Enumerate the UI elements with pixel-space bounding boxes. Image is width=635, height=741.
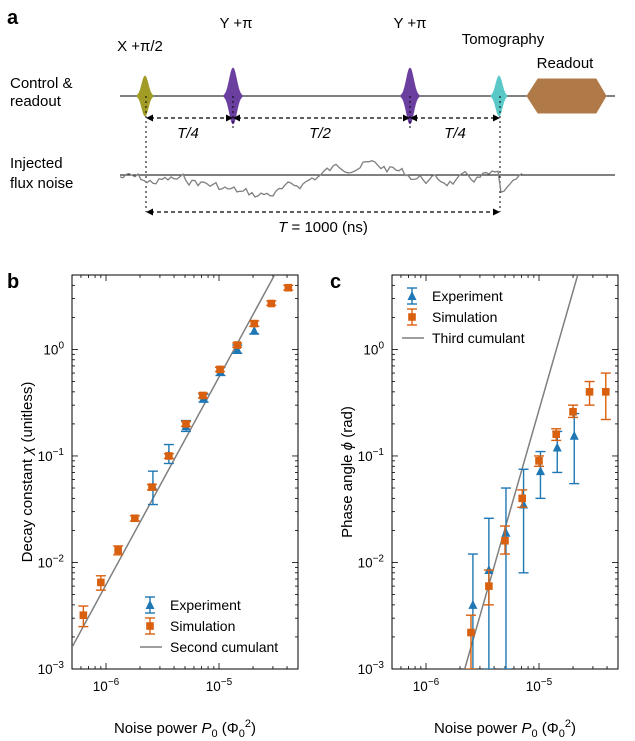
interval-label-2: T/2 — [309, 125, 331, 142]
legend-label: Second cumulant — [170, 639, 278, 655]
panel-label-c: c — [330, 271, 341, 293]
legend-label: Experiment — [432, 288, 503, 304]
legend-simulation-swatch — [146, 622, 154, 630]
plot-area — [463, 275, 611, 669]
simulation-point — [569, 407, 577, 416]
interval-arrows — [150, 117, 496, 213]
y-tick-label: 10−1 — [358, 447, 385, 464]
pulse-y2-label: Y +π — [393, 15, 426, 32]
readout-label: Readout — [537, 55, 595, 72]
experiment-point — [535, 466, 545, 476]
panel-label-a: a — [7, 7, 19, 29]
simulation-point — [131, 514, 139, 523]
simulation-point — [284, 283, 293, 292]
flux-noise-trace — [119, 160, 523, 198]
x-axis-label: Noise power P0 (Φ02) — [114, 718, 256, 740]
experiment-point — [519, 499, 529, 509]
y-tick-label: 10−1 — [38, 447, 65, 464]
y-tick-label: 10−3 — [358, 660, 385, 677]
simulation-point — [233, 341, 242, 349]
noise-label-line2: flux noise — [10, 175, 73, 192]
experiment-point — [468, 599, 478, 609]
simulation-point — [552, 430, 561, 439]
pulse-x-label: X +π/2 — [117, 38, 163, 55]
simulation-point — [216, 365, 224, 374]
experiment-point — [569, 430, 579, 440]
y-tick-label: 10−2 — [358, 553, 385, 570]
x-tick-label: 10−6 — [93, 677, 120, 694]
simulation-point — [79, 611, 88, 619]
panel-label-b: b — [7, 271, 19, 293]
control-label-line1: Control & — [10, 75, 73, 92]
theory-line — [463, 275, 579, 669]
panel-a: a Control & readout Injected flux noise … — [7, 7, 615, 236]
readout-pulse-shape — [526, 78, 607, 114]
arrow-heads — [146, 114, 500, 216]
theory-line — [72, 275, 276, 648]
simulation-point — [518, 494, 527, 503]
plot-area — [72, 275, 294, 648]
simulation-point — [585, 388, 594, 396]
simulation-point — [535, 457, 543, 465]
experiment-point — [552, 442, 562, 452]
simulation-point — [165, 452, 173, 460]
y-tick-label: 100 — [363, 340, 384, 357]
simulation-point — [199, 391, 207, 400]
legend-label: Third cumulant — [432, 330, 525, 346]
y-axis-label: Phase angle ϕ (rad) — [339, 406, 356, 538]
pulse-tomography-shape — [490, 75, 508, 117]
simulation-point — [182, 420, 190, 428]
simulation-point — [114, 546, 122, 555]
interval-label-1: T/4 — [177, 125, 199, 142]
simulation-point — [602, 388, 610, 396]
experiment-point — [501, 527, 511, 537]
x-tick-label: 10−5 — [206, 677, 233, 694]
legend-label: Simulation — [432, 309, 497, 325]
simulation-point — [267, 299, 276, 308]
pulse-y1-label: Y +π — [219, 15, 252, 32]
y-tick-label: 100 — [43, 340, 64, 357]
x-axis-label: Noise power P0 (Φ02) — [434, 718, 576, 740]
legend-label: Experiment — [170, 597, 241, 613]
y-axis-label: Decay constant χ (unitless) — [19, 382, 36, 563]
simulation-point — [97, 578, 105, 587]
control-label-line2: readout — [10, 93, 62, 110]
total-time-label: T = 1000 (ns) — [278, 219, 368, 236]
simulation-point — [485, 582, 493, 590]
y-tick-label: 10−2 — [38, 553, 65, 570]
y-tick-label: 10−3 — [38, 660, 65, 677]
simulation-point — [467, 628, 475, 637]
x-tick-label: 10−6 — [413, 677, 440, 694]
panel-b: b 10−6 10−5 10−3 10−2 10−1 100 Noise power P0 (… — [7, 271, 299, 740]
x-tick-label: 10−5 — [526, 677, 553, 694]
tomography-label: Tomography — [462, 31, 545, 48]
simulation-point — [148, 483, 156, 491]
legend-experiment-swatch — [145, 600, 155, 609]
experiment-point — [249, 325, 259, 335]
legend-label: Simulation — [170, 618, 235, 634]
simulation-point — [250, 319, 259, 328]
pulse-x-shape — [136, 75, 154, 117]
experiment-point — [232, 344, 242, 354]
panel-c: c 10−6 10−5 10−3 10−2 10−1 100 Noise power P0 (… — [330, 271, 619, 740]
legend-experiment-swatch — [407, 291, 417, 300]
interval-label-3: T/4 — [444, 125, 466, 142]
simulation-point — [501, 536, 509, 545]
noise-label-line1: Injected — [10, 155, 63, 172]
legend-simulation-swatch — [408, 313, 416, 321]
